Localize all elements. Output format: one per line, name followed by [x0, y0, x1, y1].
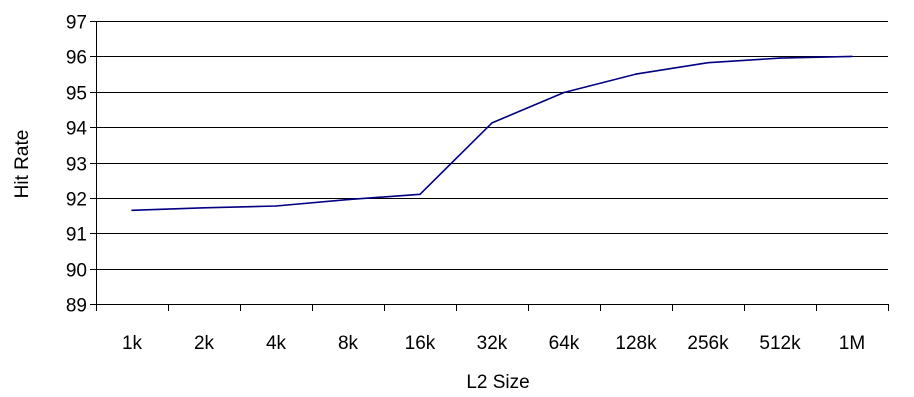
series-line	[131, 55, 853, 212]
data-point	[131, 209, 133, 212]
x-tick-labels: 1k 2k 4k 8k 16k 32k 64k 128k 256k 512k 1M	[122, 333, 865, 354]
y-tick-label: 93	[66, 155, 87, 176]
y-tick-label: 95	[66, 84, 87, 105]
x-tick-label: 512k	[759, 333, 801, 354]
y-tick-label: 94	[66, 119, 88, 140]
x-tick-label: 1M	[839, 333, 865, 354]
x-tick-label: 4k	[266, 333, 287, 354]
x-tick-label: 64k	[549, 333, 580, 354]
data-point	[203, 206, 205, 209]
y-tick-label: 91	[66, 225, 87, 246]
data-point	[275, 205, 277, 207]
x-axis-title: L2 Size	[466, 372, 529, 393]
data-point	[779, 57, 781, 59]
y-tick-label: 90	[66, 261, 87, 282]
y-tick-label: 97	[66, 13, 87, 34]
axes	[90, 21, 889, 311]
data-point	[347, 198, 349, 201]
y-tick-label: 89	[66, 296, 87, 317]
y-tick-labels: 89 90 91 92 93 94 95 96 97	[66, 13, 88, 317]
y-axis-title: Hit Rate	[12, 130, 33, 199]
y-tick-label: 92	[66, 190, 87, 211]
x-tick-label: 256k	[687, 333, 729, 354]
series-layer	[131, 55, 853, 212]
x-tick-label: 1k	[122, 333, 143, 354]
data-point	[851, 55, 853, 58]
data-point	[419, 193, 421, 196]
x-tick-label: 8k	[338, 333, 359, 354]
x-tick-label: 16k	[405, 333, 436, 354]
y-tick-label: 96	[66, 48, 87, 69]
x-tick-label: 128k	[615, 333, 657, 354]
data-point	[635, 73, 637, 75]
data-point	[707, 61, 709, 64]
x-tick-label: 2k	[194, 333, 215, 354]
x-tick-label: 32k	[477, 333, 508, 354]
data-point	[491, 122, 493, 124]
gridlines	[96, 21, 888, 270]
data-point	[563, 91, 565, 94]
